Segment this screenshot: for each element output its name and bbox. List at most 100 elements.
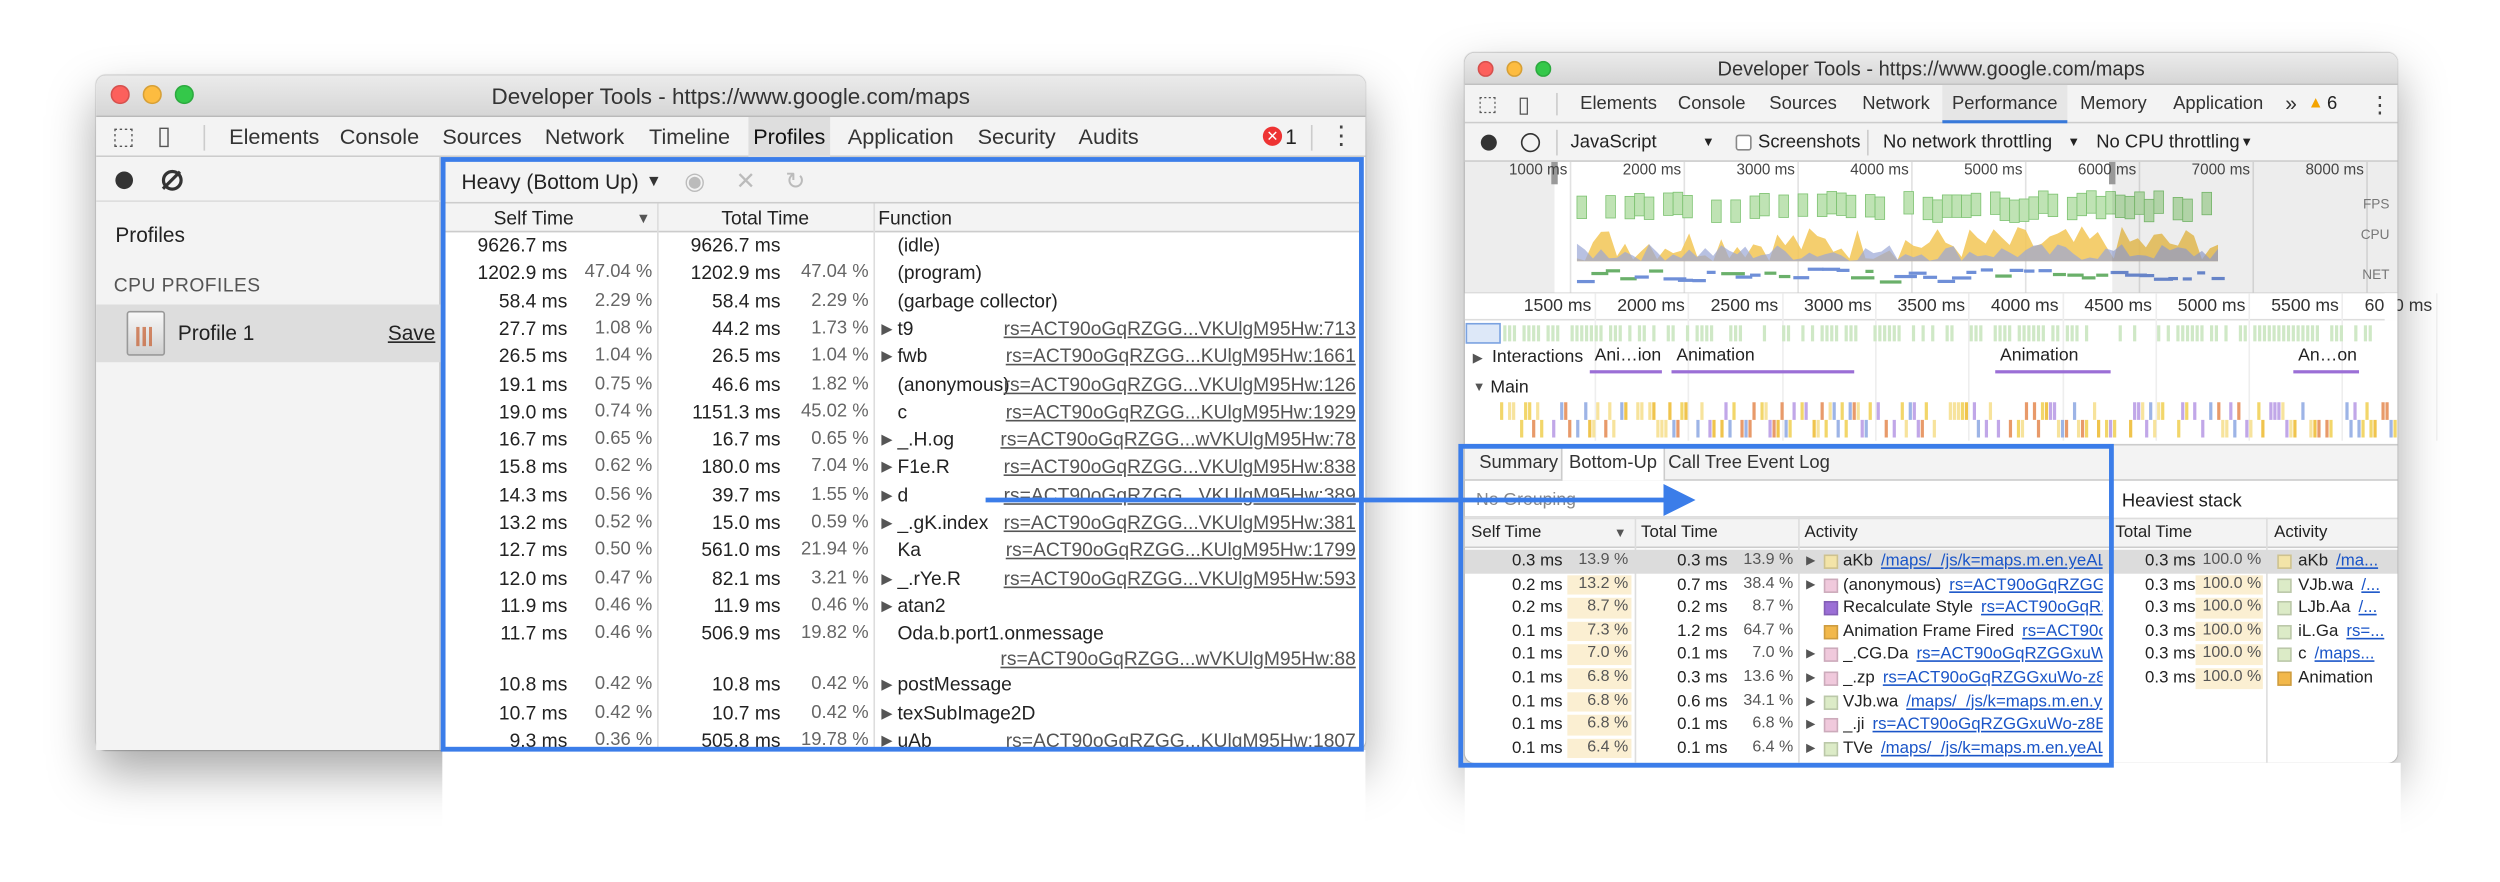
function-name: atan2 [897,594,946,617]
detail-tab[interactable]: Event Log [1746,453,1830,473]
source-link[interactable]: rs=... [2346,621,2385,641]
panel-tab[interactable]: Console [1677,94,1746,114]
source-link[interactable]: /... [2361,574,2381,594]
target-select[interactable]: JavaScript [1570,133,1657,153]
function-name: postMessage [897,673,1012,696]
column-header[interactable]: Total Time [721,206,810,230]
column-divider [2266,517,2268,763]
source-link[interactable]: rs=ACT90oGqRZGGx... [1949,574,2102,594]
fps-bar [2038,190,2049,214]
detail-tab[interactable]: Bottom-Up [1560,445,1666,481]
frame [2008,325,2012,342]
frame [1695,325,1699,342]
panel-tab[interactable]: Audits [1078,125,1139,150]
source-link[interactable]: rs=ACT90oGqRZ... [1981,598,2103,618]
frame [2315,325,2319,342]
flame-slice [2056,419,2061,438]
flame-slice [2060,419,2065,438]
detail-tab[interactable]: Summary [1479,453,1559,473]
panel-tab[interactable]: Application [2173,94,2264,114]
total-time: 0.3 ms [2145,644,2196,665]
source-link[interactable]: rs=ACT90oGqRZGGxuWo-z8B... [1882,668,2103,688]
frame [1911,325,1916,342]
column-header[interactable]: Total Time [2115,522,2193,542]
column-header[interactable]: Function [878,206,952,230]
frame [1830,325,1834,342]
panel-tab[interactable]: Application [847,125,954,150]
panel-tab[interactable]: Sources [442,125,522,150]
save-link[interactable]: Save [387,320,436,345]
source-link[interactable]: rs=ACT90oGqRZGGxuWo-z8Bl... [1872,715,2103,735]
source-link[interactable]: /maps/_/js/k=maps.m.en.ye... [1906,691,2103,711]
source-link[interactable]: /maps/_/js/k=maps.m.en.yeALR... [1880,551,2103,571]
column-header[interactable]: Self Time [493,206,574,230]
net-bar [1851,276,1875,280]
flame-slice [2157,402,2161,420]
flame-slice [2353,402,2357,420]
separator [1310,125,1313,151]
source-link[interactable]: /maps... [2314,644,2375,665]
panel-tab[interactable]: Security [977,125,1056,150]
flame-slice [1500,402,1504,420]
panel-tab[interactable]: Network [1862,94,1930,114]
source-link[interactable]: rs=ACT90oGqRZGGxuWo... [1916,644,2102,665]
panel-tab[interactable]: Profiles [748,116,831,158]
left-clip [442,750,1366,882]
net-bar [1735,275,1753,279]
activity-name: LJb.Aa/... [2298,598,2378,618]
panel-tab[interactable]: Elements [1580,94,1657,114]
flame-slice [1532,419,1536,438]
panel-tab[interactable]: Performance [1942,84,2068,124]
frame [2267,325,2271,342]
self-percent: 0.52 % [594,512,653,533]
frame [1709,325,1714,342]
source-link[interactable]: /... [2358,598,2378,618]
panel-tab[interactable]: Console [339,125,420,150]
source-link: rs=ACT90oGqRZGG...VKUlgM95Hw:593 [1003,566,1356,590]
flame-slice [1856,402,1860,420]
arrow-head [1663,483,1696,517]
screenshots-label[interactable]: Screenshots [1758,133,1861,153]
panel-tab[interactable]: Network [544,125,625,150]
self-time: 19.1 ms [498,372,568,396]
panel-tab[interactable]: Elements [229,125,320,150]
source-link[interactable]: /ma... [2336,551,2379,571]
frame [1969,325,1973,342]
column-header[interactable]: Activity [2274,522,2328,542]
fps-bar [2153,190,2164,214]
detail-tab[interactable]: Call Tree [1668,453,1743,473]
flame-slice [1728,419,1732,438]
panel-tab[interactable]: Memory [2080,94,2147,114]
column-header[interactable]: Self Time [1471,522,1542,542]
activity-name: aKb/maps/_/js/k=maps.m.en.yeALR... [1843,550,2103,573]
interaction: Animation [2000,346,2079,366]
exclude-icon: ✕ [735,168,756,196]
cpu-select[interactable]: No CPU throttling [2096,133,2240,153]
track-label: Main [1490,378,1529,398]
column-divider [1634,517,1637,763]
frame [1887,325,1892,342]
panel-tab[interactable]: Timeline [649,125,731,150]
grouping-bar [1464,482,2113,518]
column-header[interactable]: Total Time [1641,522,1718,542]
source-link[interactable]: rs=ACT90o... [2022,621,2102,641]
flame-slice [2201,419,2205,438]
flame-slice [2084,419,2089,438]
self-percent: 13.2 % [1578,574,1629,593]
fps-bar [1624,195,1636,220]
flame-slice [2016,419,2021,438]
more-tabs[interactable]: » [2285,91,2297,116]
ruler-line [2061,293,2064,441]
function-name: t9 [897,317,914,340]
ruler-tick: 4500 ms [2084,296,2152,316]
network-select[interactable]: No network throttling [1883,133,2053,153]
frame [1998,325,2002,342]
panel-tab[interactable]: Sources [1769,94,1837,114]
selection-handle [2109,161,2116,185]
column-header[interactable]: Activity [1804,522,1858,542]
view-mode-select[interactable]: Heavy (Bottom Up) [461,169,639,194]
self-time: 15.8 ms [498,455,568,479]
net-bar [2052,272,2066,277]
source-link: rs=ACT90oGqRZGG...VKUlgM95Hw:713 [1003,317,1356,340]
source-link[interactable]: /maps/_/js/k=maps.m.en.yeALR... [1880,738,2103,758]
